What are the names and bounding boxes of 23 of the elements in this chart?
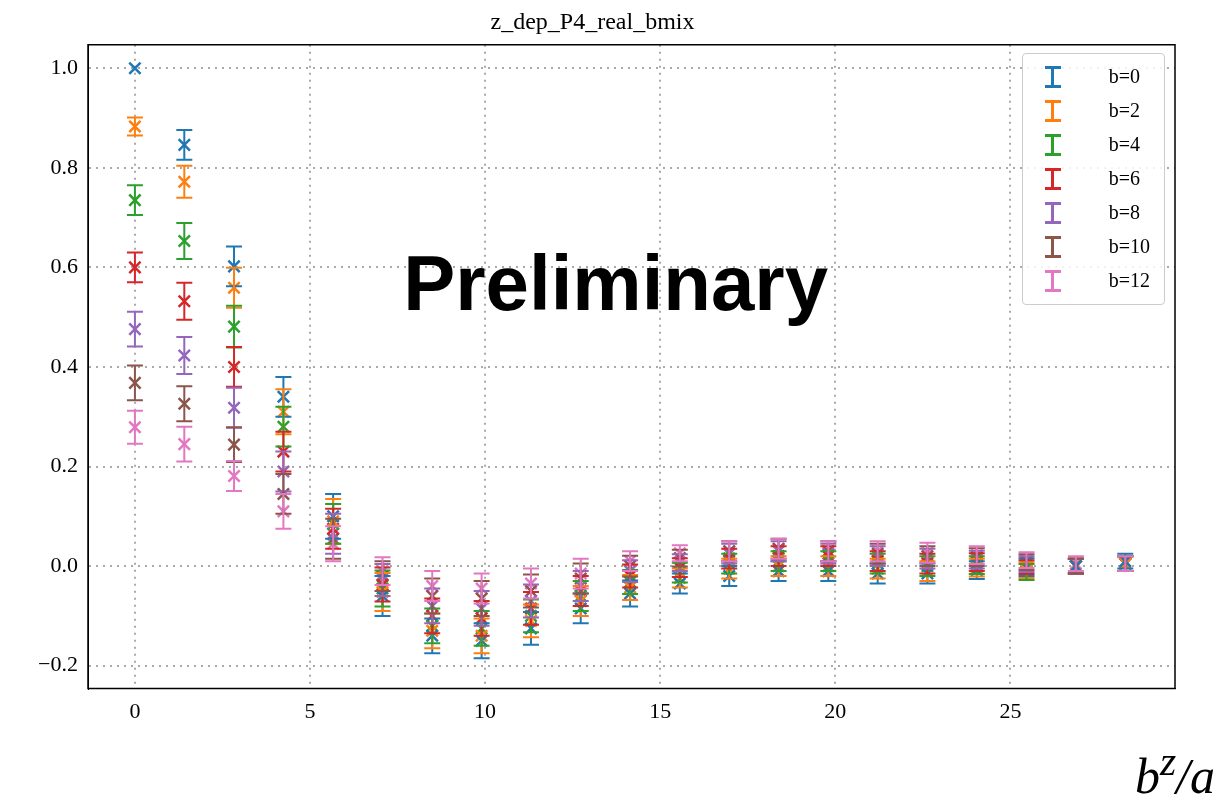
annotation: Preliminary <box>403 237 829 329</box>
legend-label: b=4 <box>1108 133 1140 157</box>
x-axis-title: b$^{z}$/a <box>1134 737 1215 805</box>
y-tick-label: 0.2 <box>50 452 78 478</box>
y-tick-label: 0.4 <box>50 352 78 378</box>
y-tick-label: 1.0 <box>50 53 78 79</box>
legend-label: b=6 <box>1108 167 1140 191</box>
y-tick-label: 0.6 <box>50 253 78 279</box>
y-tick-label: 0.0 <box>50 551 78 577</box>
y-tick-label: 0.8 <box>50 153 78 179</box>
legend-label: b=12 <box>1108 269 1150 293</box>
legend-label: b=0 <box>1108 65 1140 89</box>
legend-label: b=8 <box>1108 201 1140 225</box>
x-tick-label: 5 <box>304 697 316 723</box>
x-tick-label: 10 <box>474 697 497 723</box>
x-tick-label: 15 <box>649 697 672 723</box>
y-tick-label: −0.2 <box>38 651 78 677</box>
x-tick-label: 20 <box>824 697 847 723</box>
legend-label: b=2 <box>1108 99 1140 123</box>
legend-label: b=10 <box>1108 235 1150 259</box>
chart-title: z_dep_P4_real_bmix <box>490 7 695 34</box>
x-tick-label: 0 <box>129 697 141 723</box>
x-tick-label: 25 <box>999 697 1022 723</box>
